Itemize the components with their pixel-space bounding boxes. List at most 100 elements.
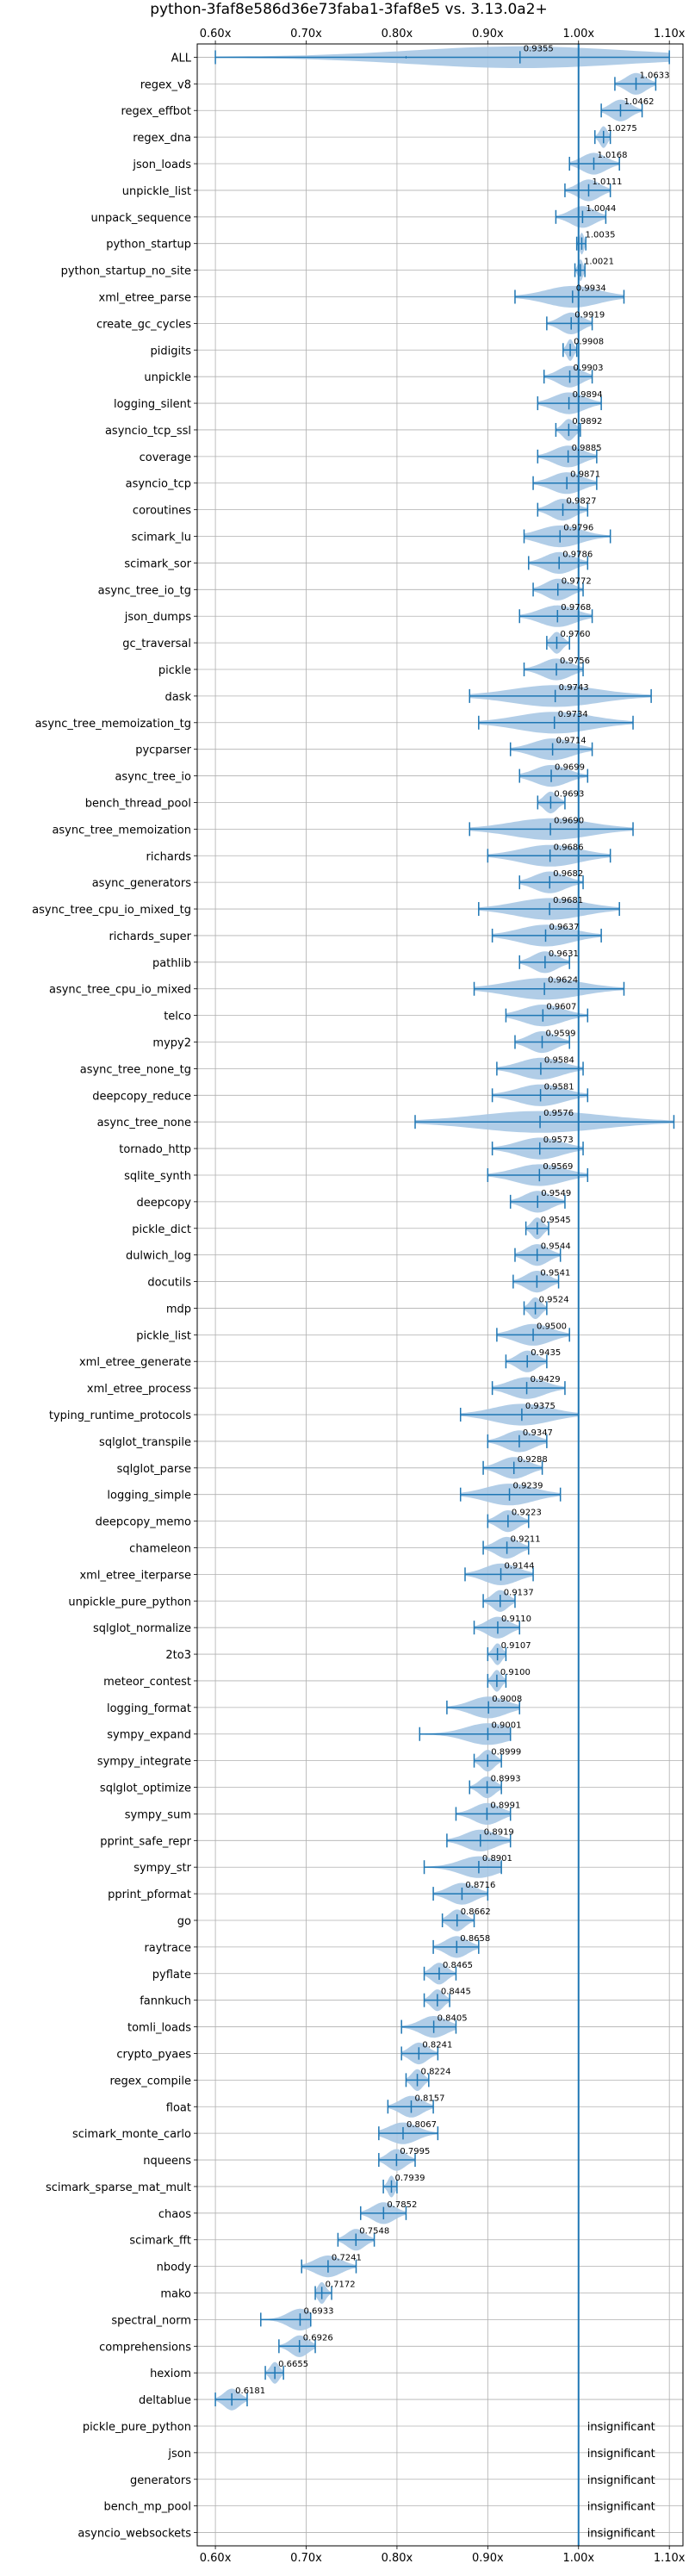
value-label: 0.9682 [553, 869, 583, 879]
benchmark-label: mako [160, 2288, 191, 2301]
value-label: 1.0035 [585, 231, 615, 240]
value-label: 0.9699 [555, 763, 585, 773]
insignificant-label: insignificant [587, 2528, 655, 2541]
value-label: 0.9569 [543, 1162, 573, 1172]
benchmark-label: async_tree_memoization [52, 824, 191, 837]
value-label: 0.8224 [421, 2067, 451, 2076]
value-label: 0.9637 [549, 923, 579, 932]
benchmark-label: chameleon [129, 1542, 191, 1555]
benchmark-label: xml_etree_process [87, 1383, 191, 1396]
benchmark-label: sympy_str [133, 1862, 191, 1875]
benchmark-label: pyflate [152, 1969, 191, 1982]
benchmark-label: dulwich_log [126, 1250, 191, 1263]
value-label: 0.9107 [501, 1641, 531, 1651]
value-label: 0.9223 [512, 1509, 542, 1518]
value-label: 0.9693 [554, 789, 584, 799]
benchmark-label: fannkuch [140, 1995, 191, 2008]
benchmark-label: unpickle_list [122, 185, 191, 198]
value-label: 0.9576 [543, 1109, 574, 1118]
value-label: 0.9573 [543, 1136, 574, 1145]
value-label: 0.8658 [460, 1934, 490, 1944]
benchmark-label: pprint_safe_repr [100, 1835, 191, 1848]
value-label: 0.6655 [278, 2360, 308, 2369]
value-label: 0.9211 [511, 1534, 541, 1544]
benchmark-label: unpickle_pure_python [68, 1596, 191, 1608]
value-label: 0.9756 [560, 656, 590, 666]
benchmark-label: async_tree_memoization_tg [35, 718, 191, 731]
benchmark-label: sqlglot_transpile [99, 1436, 191, 1449]
benchmark-label: hexiom [150, 2368, 191, 2380]
value-label: 0.8465 [443, 1961, 473, 1970]
benchmark-label: deepcopy [136, 1197, 191, 1210]
benchmark-label: float [166, 2101, 191, 2114]
value-label: 0.7172 [326, 2280, 356, 2290]
x-tick-label-bottom: 0.60x [200, 2552, 232, 2565]
benchmark-label: async_tree_io_tg [98, 584, 191, 597]
benchmark-label: regex_dna [133, 132, 191, 145]
value-label: 0.7852 [387, 2200, 417, 2210]
benchmark-label: richards [146, 850, 192, 863]
benchmark-label: logging_silent [114, 398, 191, 411]
benchmark-label: pprint_pformat [108, 1888, 191, 1901]
value-label: 0.9239 [513, 1482, 543, 1491]
benchmark-label: scimark_lu [132, 532, 191, 544]
value-label: 0.7548 [359, 2227, 389, 2237]
insignificant-label: insignificant [587, 2421, 655, 2434]
benchmark-label: pickle_pure_python [83, 2421, 191, 2434]
value-label: 0.9768 [561, 603, 591, 613]
benchmark-label: comprehensions [99, 2341, 191, 2354]
benchmark-label: richards_super [109, 930, 191, 943]
benchmark-label: async_tree_none_tg [80, 1063, 191, 1076]
value-label: 0.7939 [394, 2174, 425, 2183]
value-label: 0.9137 [504, 1588, 534, 1597]
value-label: 0.9734 [558, 710, 588, 719]
x-tick-label-bottom: 0.80x [382, 2552, 413, 2565]
x-tick-label-top: 0.90x [472, 28, 504, 40]
benchmark-label: spectral_norm [111, 2314, 191, 2327]
value-label: 0.6926 [303, 2333, 333, 2343]
x-tick-label-bottom: 0.90x [472, 2552, 504, 2565]
benchmark-label: bench_thread_pool [85, 797, 191, 810]
benchmark-label: generators [130, 2474, 191, 2487]
value-label: 0.9892 [572, 417, 602, 426]
value-label: 1.0275 [607, 124, 637, 134]
value-label: 0.8662 [461, 1907, 491, 1917]
benchmark-label: json_dumps [124, 611, 191, 624]
benchmark-label: sqlite_synth [124, 1170, 191, 1183]
benchmark-label: sympy_integrate [97, 1756, 191, 1769]
value-label: 0.8999 [491, 1748, 521, 1758]
benchmark-label: logging_simple [107, 1490, 191, 1503]
value-label: 0.9686 [554, 843, 584, 852]
value-label: 0.9631 [549, 949, 579, 959]
value-label: 0.8067 [407, 2120, 437, 2130]
value-label: 1.0111 [592, 177, 622, 187]
value-label: 0.9100 [500, 1668, 531, 1677]
benchmark-label: gc_traversal [122, 638, 191, 650]
benchmark-label: regex_compile [109, 2075, 191, 2088]
benchmark-label: scimark_monte_carlo [72, 2128, 191, 2141]
value-label: 0.9288 [518, 1455, 548, 1465]
value-label: 0.9796 [563, 524, 593, 533]
axis-layer: 0.60x 0.60x 0.70x 0.70x 0.80x 0.80x 0.90x 0.90x… [32, 28, 686, 2565]
value-label: 0.9903 [574, 364, 604, 373]
value-label: 0.9581 [544, 1082, 574, 1092]
benchmark-label: async_tree_io [115, 771, 191, 784]
value-label: 0.9908 [574, 337, 604, 346]
benchmark-label: 2to3 [165, 1649, 191, 1662]
benchmark-label: chaos [158, 2208, 191, 2221]
value-label: 0.9919 [574, 310, 605, 320]
benchmark-label: scimark_sparse_mat_mult [46, 2181, 191, 2194]
benchmark-label: deltablue [139, 2394, 191, 2407]
value-label: 0.9524 [539, 1295, 569, 1304]
value-label: 0.8241 [422, 2040, 452, 2050]
benchmark-label: nqueens [143, 2155, 191, 2168]
benchmark-label: xml_etree_iterparse [79, 1569, 191, 1582]
value-label: 0.9347 [523, 1428, 553, 1438]
x-tick-label-top: 0.80x [382, 28, 413, 40]
value-label: 1.0168 [597, 151, 627, 160]
benchmark-label: create_gc_cycles [96, 318, 191, 331]
benchmark-label: unpack_sequence [90, 212, 191, 225]
benchmark-label: async_tree_none [97, 1117, 191, 1129]
x-tick-label-bottom: 0.70x [290, 2552, 322, 2565]
